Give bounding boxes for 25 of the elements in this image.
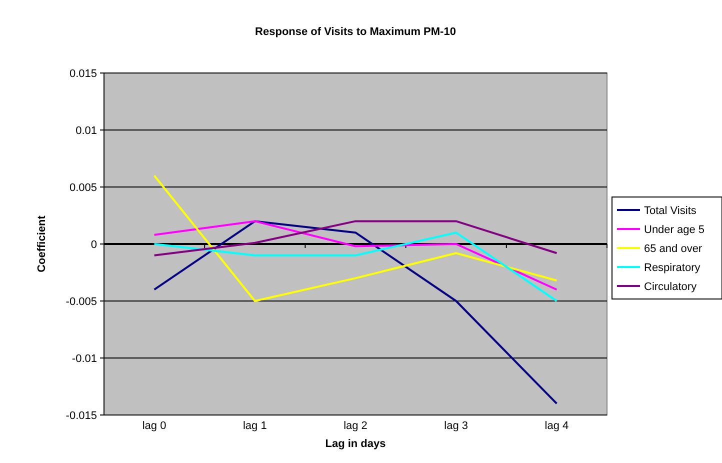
y-tick-label: -0.01 <box>72 352 97 365</box>
line-series <box>153 232 558 302</box>
x-tick-label: lag 2 <box>344 420 368 432</box>
legend-label: Total Visits <box>644 204 697 217</box>
line-series <box>153 220 558 256</box>
x-axis-title: Lag in days <box>325 438 386 450</box>
x-tick-label: lag 4 <box>544 420 569 432</box>
y-tick-label: 0.015 <box>69 68 97 80</box>
y-axis-title: Coefficient <box>36 215 48 272</box>
x-tick-label: lag 1 <box>242 420 267 432</box>
y-tick-label: -0.015 <box>66 410 97 422</box>
y-tick-label: 0 <box>90 238 97 251</box>
line-series <box>153 220 558 405</box>
line-series <box>153 220 558 291</box>
x-tick-label: lag 0 <box>142 420 166 432</box>
chart-title: Response of Visits to Maximum PM-10 <box>255 26 456 38</box>
y-tick-label: 0.01 <box>76 124 97 137</box>
legend-label: 65 and over <box>644 242 702 255</box>
x-tick-label: lag 3 <box>444 420 468 432</box>
y-tick-label: 0.005 <box>69 182 97 194</box>
legend-label: Circulatory <box>644 280 698 293</box>
line-series <box>153 174 558 302</box>
legend-label: Respiratory <box>644 262 701 274</box>
legend-label: Under age 5 <box>644 224 705 236</box>
y-tick-label: -0.005 <box>66 296 97 308</box>
